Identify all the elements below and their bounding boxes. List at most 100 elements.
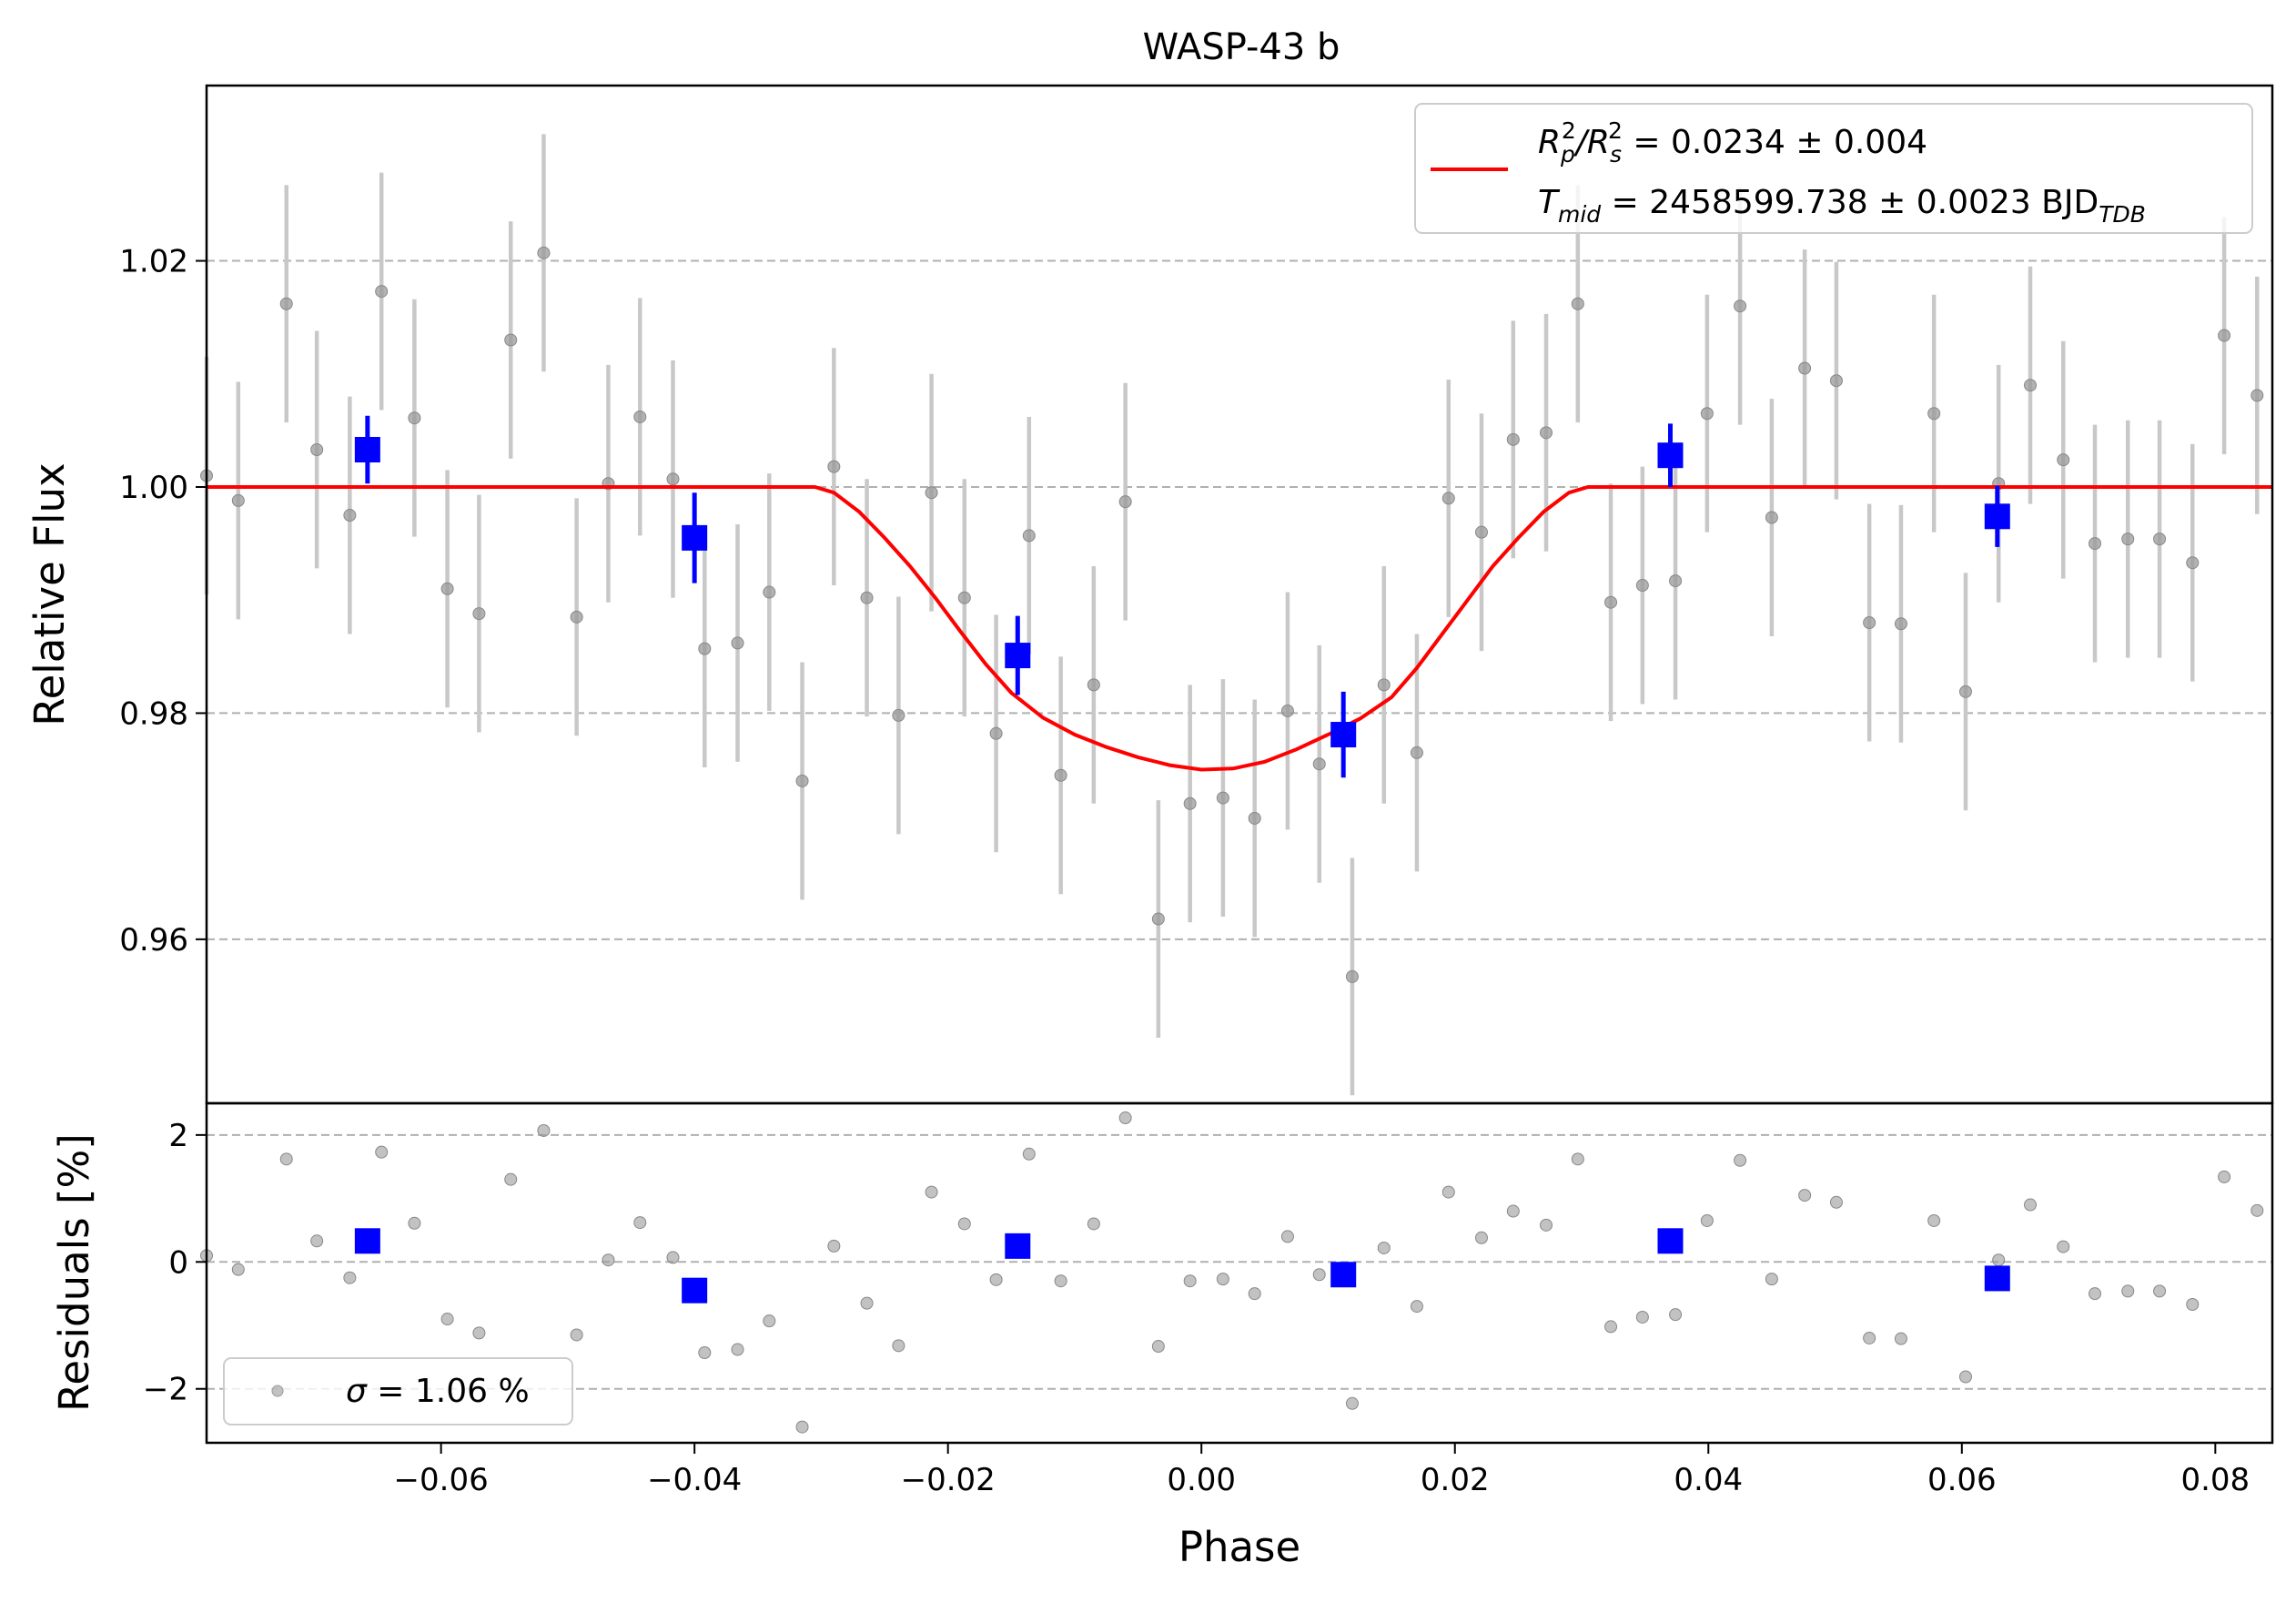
flux-raw-point — [1798, 361, 1812, 375]
flux-raw-point — [2250, 389, 2264, 402]
flux-y-tick-label: 1.02 — [119, 244, 188, 280]
residuals-raw-point — [763, 1314, 776, 1328]
x-tick-label: −0.02 — [901, 1462, 996, 1498]
residuals-raw-point — [1022, 1147, 1036, 1161]
flux-raw-point — [1669, 574, 1683, 588]
residuals-raw-point — [1765, 1273, 1778, 1286]
legend-rp-sub: p — [1560, 141, 1575, 167]
x-tick-label: 0.00 — [1167, 1462, 1236, 1498]
residuals-raw-point — [1540, 1218, 1553, 1232]
residuals-raw-point — [925, 1185, 938, 1199]
residuals-raw-point — [633, 1216, 647, 1230]
flux-raw-point — [279, 297, 293, 310]
flux-raw-point — [1345, 969, 1359, 983]
residuals-binned-point — [1005, 1233, 1031, 1259]
flux-raw-point — [1022, 529, 1036, 543]
x-tick-label: −0.06 — [394, 1462, 489, 1498]
x-tick-label: −0.04 — [647, 1462, 742, 1498]
x-ticks: −0.06 −0.04 −0.02 0.00 0.02 0.04 0.06 0.08 — [394, 1443, 2250, 1498]
residuals-raw-point — [1604, 1320, 1618, 1334]
flux-raw-point — [408, 411, 421, 425]
flux-raw-point — [1118, 495, 1132, 509]
x-tick-label: 0.08 — [2180, 1462, 2250, 1498]
chart-title: WASP-43 b — [1143, 26, 1340, 68]
residuals-raw-point — [343, 1271, 357, 1284]
residuals-panel: −2 0 2 −0.06 −0.04 −0.02 0.00 0.02 0.04 0.06 0.08… — [50, 1101, 2274, 1571]
legend-tdb-sub: TDB — [2099, 201, 2146, 228]
flux-y-ticks: 0.96 0.98 1.00 1.02 — [119, 244, 207, 959]
residuals-raw-point — [472, 1326, 486, 1340]
residuals-raw-point — [795, 1420, 809, 1434]
residuals-raw-point — [1054, 1274, 1067, 1288]
flux-raw-point — [731, 636, 744, 650]
flux-raw-points — [200, 246, 2264, 983]
residuals-binned-point — [682, 1277, 708, 1304]
residuals-raw-point — [2250, 1203, 2264, 1217]
flux-raw-point — [666, 472, 680, 486]
flux-raw-point — [504, 333, 518, 347]
flux-legend: Rp2/Rs2 = 0.0234 ± 0.004 Tmid = 2458599.… — [1414, 103, 2253, 234]
residuals-binned-points — [354, 1228, 2010, 1304]
flux-raw-point — [1151, 912, 1165, 926]
flux-raw-point — [2186, 556, 2200, 570]
residuals-raw-point — [2153, 1284, 2167, 1298]
flux-raw-point — [989, 726, 1003, 740]
flux-legend-box — [1414, 103, 2253, 234]
legend-rs-symbol: /R — [1573, 124, 1610, 161]
residuals-raw-point — [2186, 1298, 2200, 1312]
flux-raw-point — [1635, 579, 1649, 593]
residuals-raw-point — [570, 1328, 583, 1342]
legend-rs-sub: s — [1610, 141, 1622, 167]
legend-t-sub: mid — [1558, 201, 1601, 228]
residuals-raw-point — [1474, 1231, 1488, 1244]
residuals-raw-point — [310, 1234, 324, 1248]
residuals-raw-point — [1118, 1111, 1132, 1125]
flux-binned-point — [682, 524, 708, 551]
legend-depth-value: = 0.0234 ± 0.004 — [1623, 124, 1927, 161]
flux-y-tick-label: 0.96 — [119, 922, 188, 959]
residuals-binned-point — [1657, 1228, 1684, 1254]
residuals-legend-marker — [271, 1385, 284, 1397]
flux-raw-point — [472, 607, 486, 621]
residuals-raw-point — [2089, 1287, 2102, 1301]
legend-rs-sup: 2 — [1608, 117, 1623, 144]
x-tick-label: 0.02 — [1421, 1462, 1490, 1498]
residuals-raw-point — [1958, 1370, 1972, 1384]
residuals-raw-point — [2057, 1240, 2070, 1253]
flux-raw-point — [1054, 768, 1067, 782]
residuals-raw-point — [1441, 1185, 1455, 1199]
flux-raw-point — [1734, 299, 1747, 313]
residuals-raw-point — [1087, 1217, 1100, 1231]
flux-binned-point — [1657, 442, 1684, 469]
flux-raw-point — [310, 442, 324, 456]
x-tick-label: 0.04 — [1674, 1462, 1743, 1498]
residuals-binned-point — [1984, 1265, 2010, 1292]
flux-raw-point — [1571, 297, 1584, 310]
residuals-raw-point — [1506, 1204, 1520, 1218]
residuals-raw-point — [1151, 1340, 1165, 1354]
flux-raw-point — [1958, 685, 1972, 698]
legend-tmid-value: = 2458599.738 ± 0.0023 BJD — [1601, 184, 2099, 221]
legend-sigma-symbol: σ — [346, 1373, 368, 1410]
residuals-raw-point — [231, 1263, 245, 1276]
flux-raw-point — [1377, 678, 1391, 692]
flux-raw-point — [1087, 678, 1100, 692]
residuals-binned-point — [354, 1228, 380, 1254]
flux-raw-point — [1410, 746, 1423, 759]
residuals-raw-point — [2218, 1170, 2231, 1183]
residuals-raw-point — [504, 1172, 518, 1186]
residuals-raw-point — [602, 1253, 615, 1267]
flux-raw-point — [2218, 329, 2231, 342]
flux-raw-point — [375, 285, 389, 299]
residuals-raw-point — [666, 1251, 680, 1264]
residuals-raw-point — [731, 1343, 744, 1356]
residuals-raw-point — [827, 1239, 841, 1253]
residuals-y-ticks: −2 0 2 — [143, 1118, 207, 1408]
flux-raw-point — [1863, 616, 1876, 630]
residuals-axes-frame — [205, 1101, 2274, 1445]
residuals-raw-point — [698, 1345, 712, 1359]
residuals-raw-point — [537, 1123, 551, 1137]
flux-raw-point — [2024, 379, 2038, 392]
residuals-raw-point — [957, 1217, 971, 1231]
residuals-raw-point — [1571, 1152, 1584, 1166]
